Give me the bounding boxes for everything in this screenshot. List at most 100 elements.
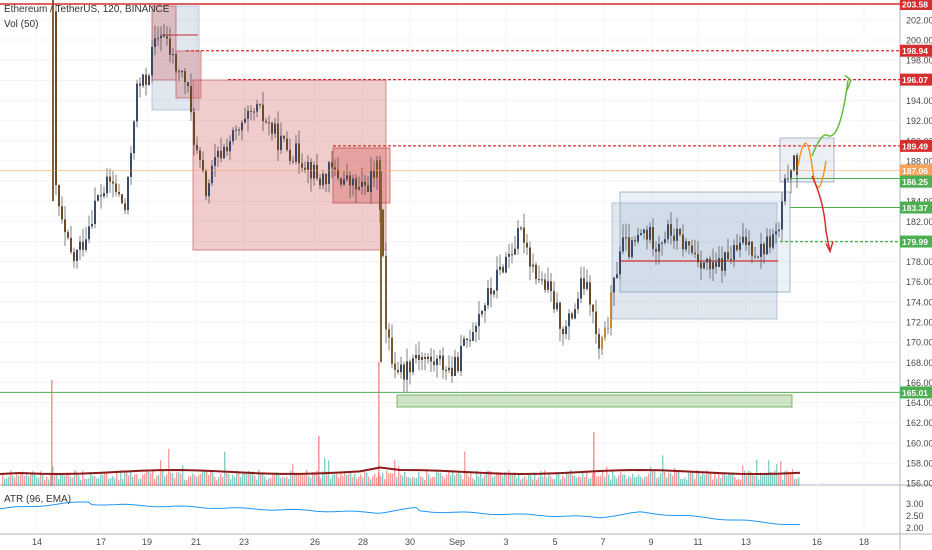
- candle-body: [577, 298, 579, 310]
- candle-body: [730, 258, 732, 260]
- atr-legend-label: ATR (96, EMA): [4, 494, 72, 505]
- price-label-3[interactable]: 189.49: [900, 139, 932, 152]
- candle-body: [685, 241, 687, 250]
- volume-bar: [230, 479, 232, 486]
- price-label-4[interactable]: 187.06: [900, 164, 932, 177]
- volume-bar: [434, 476, 436, 486]
- candle-body: [466, 338, 468, 341]
- volume-bar: [182, 465, 184, 486]
- volume-bar: [548, 474, 550, 486]
- volume-bar: [50, 474, 52, 486]
- volume-bar: [428, 474, 430, 486]
- atr-pane[interactable]: [0, 486, 900, 534]
- candle-body: [232, 130, 234, 142]
- volume-bar: [614, 475, 616, 486]
- volume-bar: [12, 475, 14, 486]
- bullish-projection-path[interactable]: [811, 80, 849, 157]
- candle-body: [754, 255, 756, 257]
- price-tick-label: 174.00: [906, 297, 932, 307]
- time-tick-label: 21: [191, 537, 201, 547]
- candle-body: [307, 161, 309, 170]
- price-label-6[interactable]: 186.25: [900, 175, 932, 188]
- candle-body: [712, 262, 714, 270]
- candle-body: [739, 242, 741, 250]
- volume-bar: [584, 476, 586, 486]
- bearish-projection-path[interactable]: [811, 175, 831, 252]
- volume-bar: [310, 477, 312, 486]
- time-tick-label: 3: [503, 537, 508, 547]
- volume-bar: [164, 476, 166, 486]
- volume-bar: [338, 477, 340, 486]
- price-label-text: 183.37: [902, 203, 928, 213]
- volume-bar: [222, 476, 224, 486]
- volume-bar: [750, 471, 752, 486]
- volume-bar: [114, 478, 116, 486]
- candle-body: [703, 262, 705, 269]
- candle-body: [130, 153, 132, 177]
- price-label-0[interactable]: 203.58: [900, 0, 932, 10]
- volume-bar: [262, 472, 264, 486]
- volume-bar: [604, 476, 606, 486]
- volume-bar: [576, 477, 578, 486]
- volume-legend[interactable]: Vol (50): [4, 19, 38, 30]
- candle-body: [193, 112, 195, 146]
- volume-bar: [466, 473, 468, 486]
- candle-body: [478, 314, 480, 327]
- volume-bar: [54, 473, 56, 486]
- volume-bar: [360, 474, 362, 486]
- price-label-2[interactable]: 196.07: [900, 73, 932, 86]
- volume-bar: [352, 477, 354, 486]
- volume-bar: [638, 474, 640, 486]
- volume-bar: [154, 479, 156, 486]
- candle-body: [283, 135, 285, 139]
- range-box[interactable]: [619, 191, 791, 293]
- symbol-legend[interactable]: Ethereum / TetherUS, 120, BINANCE: [4, 4, 169, 15]
- candle-body: [298, 143, 300, 164]
- volume-bar: [726, 475, 728, 486]
- price-label-1[interactable]: 198.94: [900, 44, 932, 57]
- volume-bar: [144, 473, 146, 486]
- price-label-8[interactable]: 179.99: [900, 235, 932, 248]
- time-tick-label: 5: [552, 537, 557, 547]
- volume-bar: [454, 475, 456, 486]
- projection-range-path[interactable]: [797, 142, 827, 189]
- volume-bar: [272, 474, 274, 486]
- candle-body: [223, 146, 225, 159]
- candle-body: [325, 173, 327, 185]
- price-label-7[interactable]: 183.37: [900, 201, 932, 214]
- candle-body: [442, 355, 444, 371]
- volume-bar: [436, 470, 438, 486]
- volume-bar: [550, 475, 552, 486]
- atr-legend[interactable]: ATR (96, EMA): [4, 494, 71, 505]
- candle-body: [511, 254, 513, 256]
- volume-bar: [18, 475, 20, 486]
- candle-body: [88, 226, 90, 240]
- volume-bar: [710, 471, 712, 486]
- resistance-zone-box[interactable]: [175, 50, 202, 99]
- candle-body: [271, 122, 273, 134]
- time-tick-label: 18: [859, 537, 869, 547]
- volume-bar: [166, 474, 168, 486]
- price-tick-label: 166.00: [906, 378, 932, 388]
- support-zone-box[interactable]: [396, 394, 793, 408]
- candle-body: [403, 364, 405, 380]
- candle-body: [775, 231, 777, 235]
- volume-bar: [380, 475, 382, 486]
- candle-body: [157, 38, 159, 40]
- volume-bar: [732, 473, 734, 486]
- time-tick-label: 26: [310, 537, 320, 547]
- distribution-zone-box[interactable]: [192, 79, 387, 251]
- price-label-9[interactable]: 165.01: [900, 386, 932, 399]
- volume-bar: [172, 473, 174, 486]
- volume-bar: [156, 475, 158, 486]
- candle-body: [496, 269, 498, 291]
- volume-bar: [724, 474, 726, 486]
- time-tick-label: 14: [32, 537, 42, 547]
- volume-bar: [650, 467, 652, 486]
- candle-body: [520, 227, 522, 229]
- volume-bar: [648, 473, 650, 486]
- volume-bar: [74, 470, 76, 486]
- volume-bar: [626, 478, 628, 486]
